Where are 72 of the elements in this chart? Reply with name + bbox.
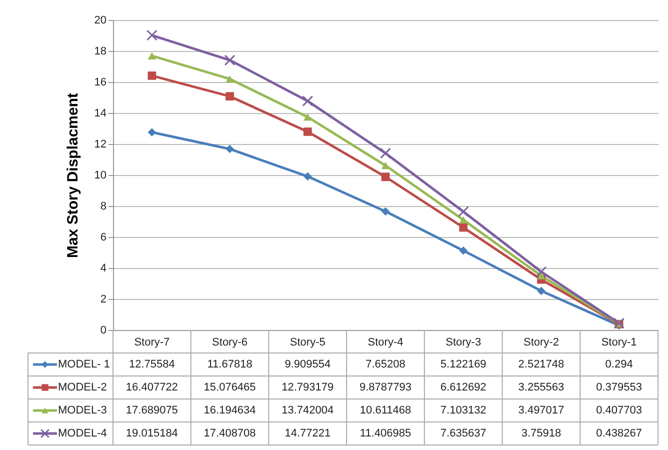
data-label: 5.122169 bbox=[440, 358, 486, 370]
data-label: 11.67818 bbox=[207, 358, 252, 370]
legend-label: MODEL- 1 bbox=[58, 358, 110, 370]
point bbox=[226, 144, 234, 154]
legend-label: MODEL-3 bbox=[58, 404, 107, 416]
data-label: 15.076465 bbox=[204, 382, 256, 394]
point bbox=[148, 71, 156, 80]
data-label: 12.75584 bbox=[128, 358, 175, 370]
data-label: 0.379553 bbox=[596, 382, 642, 394]
data-label: 3.75918 bbox=[521, 428, 562, 440]
x-tick-label: Story-1 bbox=[601, 336, 637, 348]
data-label: 3.497017 bbox=[518, 404, 564, 416]
y-tick-label: 0 bbox=[100, 324, 106, 336]
data-label: 14.77221 bbox=[284, 428, 331, 440]
data-label: 6.612692 bbox=[440, 382, 486, 394]
data-label: 16.194634 bbox=[204, 404, 256, 416]
point bbox=[459, 223, 468, 232]
data-label: 19.015184 bbox=[126, 428, 178, 440]
data-label: 3.255563 bbox=[518, 382, 564, 394]
y-tick-label: 10 bbox=[94, 170, 106, 182]
point bbox=[303, 113, 312, 121]
point bbox=[226, 75, 234, 83]
x-tick-label: Story-3 bbox=[446, 336, 482, 348]
y-axis-title: Max Story Displacment bbox=[64, 92, 82, 258]
point bbox=[224, 54, 236, 66]
data-label: 2.521748 bbox=[518, 358, 564, 370]
data-label: 7.65208 bbox=[366, 358, 406, 370]
y-tick-label: 6 bbox=[100, 232, 106, 244]
data-label: 17.689075 bbox=[126, 404, 178, 416]
point bbox=[226, 92, 234, 100]
x-tick-label: Story-7 bbox=[134, 336, 170, 348]
data-label: 7.635637 bbox=[440, 428, 486, 440]
data-label: 0.294 bbox=[605, 358, 633, 370]
point bbox=[148, 128, 156, 136]
point bbox=[146, 30, 158, 41]
data-label: 9.8787793 bbox=[360, 382, 412, 394]
point bbox=[303, 128, 312, 136]
point bbox=[381, 172, 390, 182]
legend-label: MODEL-4 bbox=[58, 428, 107, 440]
data-label: 7.103132 bbox=[440, 404, 486, 416]
y-tick-label: 16 bbox=[94, 76, 106, 88]
point bbox=[303, 172, 312, 181]
data-label: 0.438267 bbox=[596, 428, 642, 440]
x-tick-label: Story-6 bbox=[212, 336, 248, 348]
y-tick-label: 18 bbox=[94, 46, 106, 58]
point bbox=[381, 162, 390, 170]
point bbox=[148, 52, 156, 60]
data-label: 17.408708 bbox=[204, 428, 256, 440]
point bbox=[459, 216, 468, 224]
data-label: 16.407722 bbox=[126, 382, 178, 394]
point bbox=[537, 286, 546, 296]
y-tick-label: 12 bbox=[94, 138, 106, 150]
point bbox=[381, 207, 390, 216]
y-tick-label: 20 bbox=[94, 14, 106, 26]
data-label: 9.909554 bbox=[284, 358, 331, 370]
y-tick-label: 2 bbox=[100, 294, 106, 306]
data-label: 13.742004 bbox=[282, 404, 334, 416]
data-label: 10.611468 bbox=[360, 404, 412, 416]
point bbox=[380, 148, 391, 159]
point bbox=[302, 96, 314, 107]
point bbox=[537, 272, 546, 280]
data-label: 11.406985 bbox=[360, 428, 412, 440]
data-label: 12.793179 bbox=[282, 382, 334, 394]
point bbox=[459, 246, 468, 255]
data-label: 0.407703 bbox=[596, 404, 642, 416]
y-tick-label: 4 bbox=[100, 262, 106, 274]
x-tick-label: Story-4 bbox=[368, 336, 404, 348]
y-tick-label: 8 bbox=[100, 200, 106, 212]
y-tick-label: 14 bbox=[94, 108, 106, 120]
x-tick-label: Story-5 bbox=[290, 336, 326, 348]
x-tick-label: Story-2 bbox=[523, 336, 559, 348]
legend-label: MODEL-2 bbox=[58, 382, 107, 394]
